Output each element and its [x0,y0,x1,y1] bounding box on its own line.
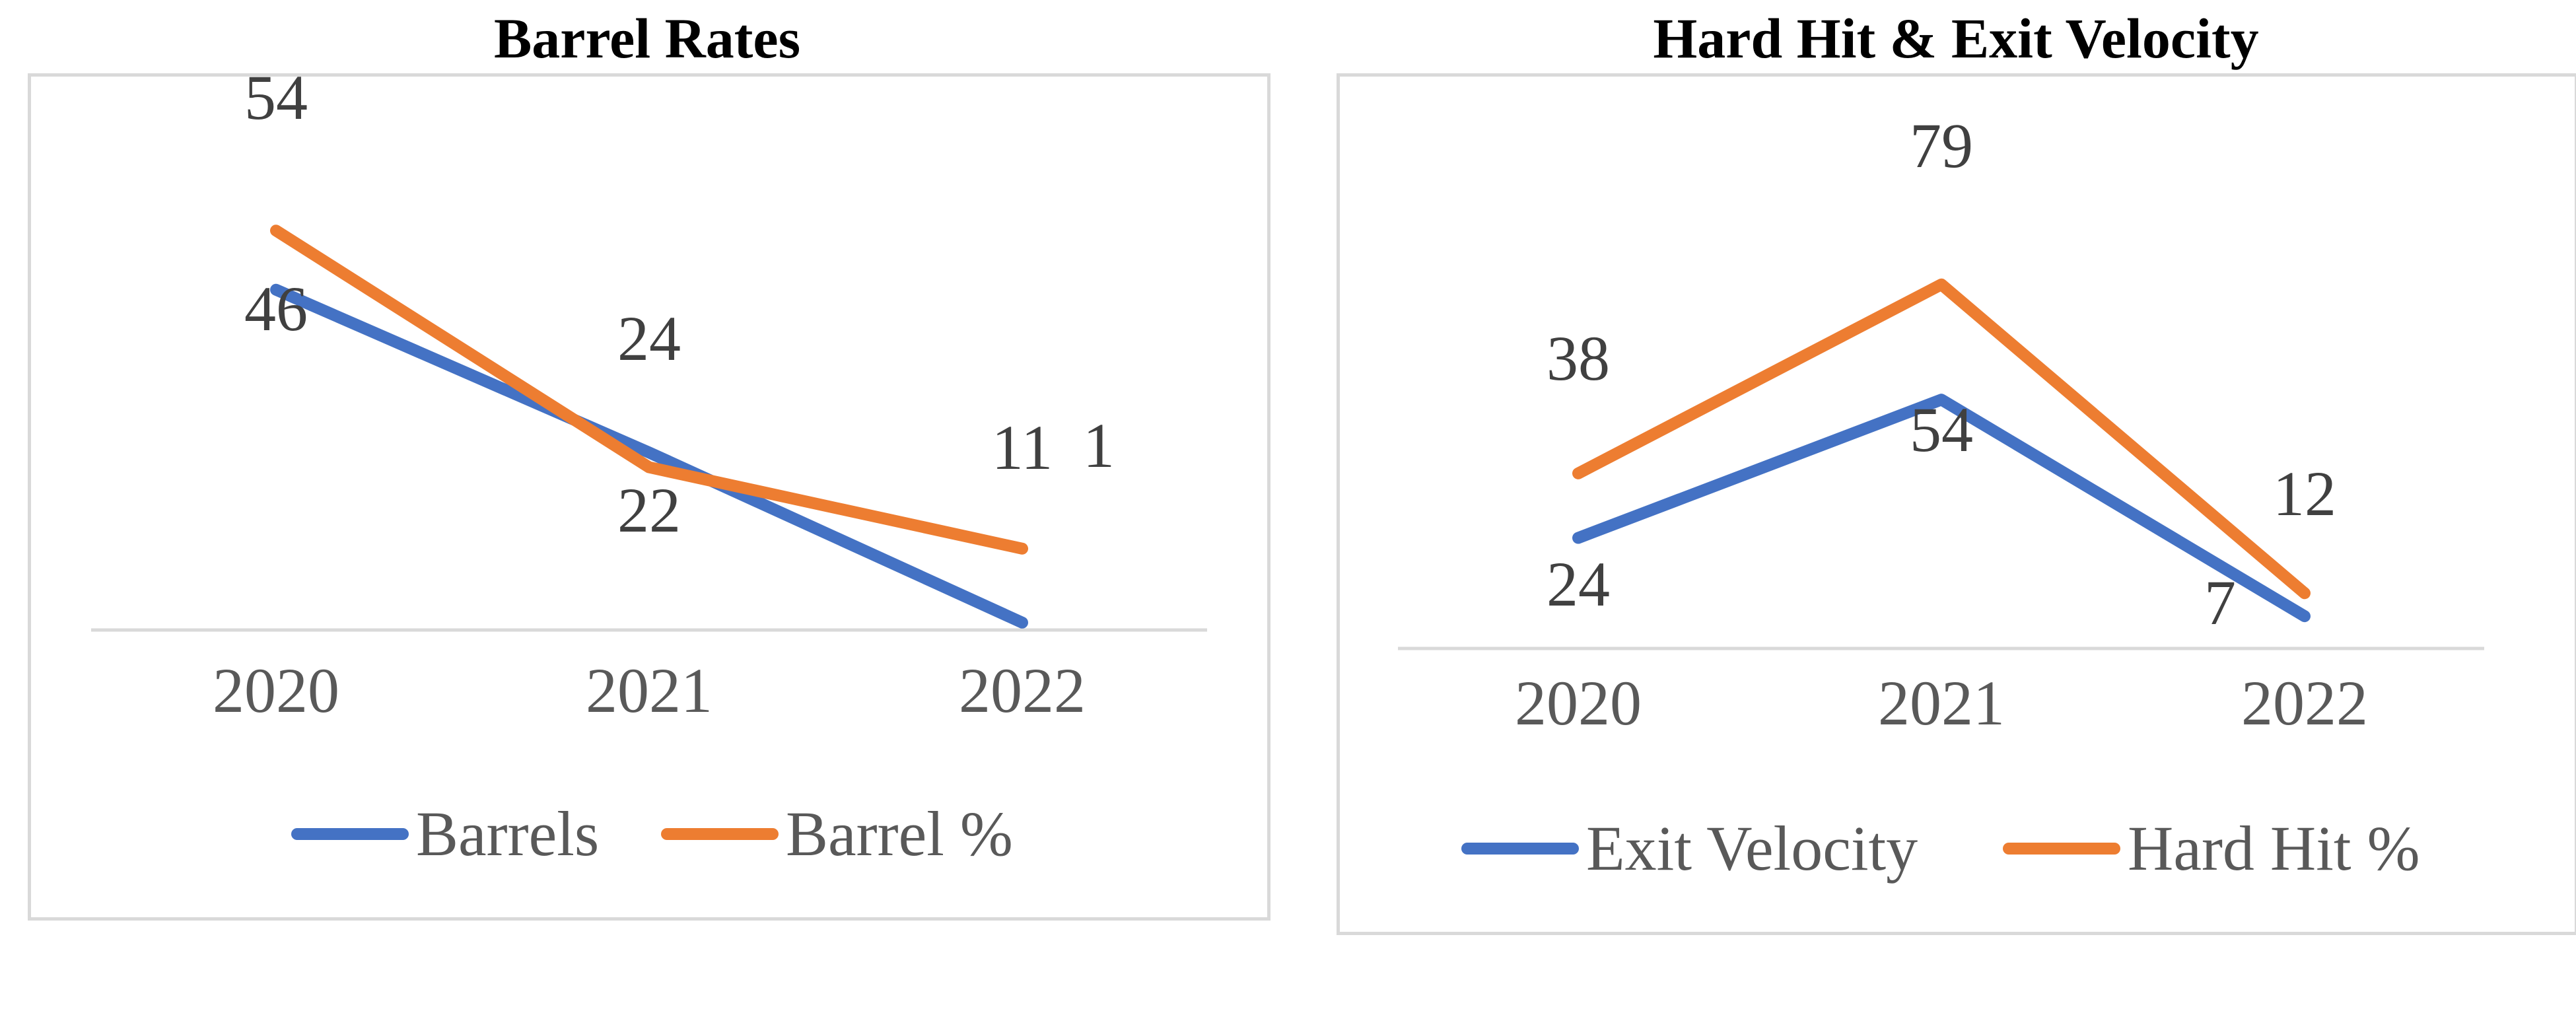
data-label: 24 [1547,549,1610,619]
data-label: 1 [1083,410,1115,481]
legend-label: Hard Hit % [2128,813,2420,884]
data-label: 54 [244,62,308,133]
legend-label: Barrel % [786,798,1013,869]
data-label: 11 [992,412,1053,483]
chart-title-hard-hit: Hard Hit & Exit Velocity [1653,7,2259,70]
x-tick-label: 2021 [1878,668,2005,738]
data-label: 79 [1910,110,1973,181]
x-tick-label: 2021 [586,655,713,726]
data-label: 46 [244,273,308,344]
chart-title-barrel-rates: Barrel Rates [493,7,801,70]
series-line-barrel [270,225,1028,555]
chart-frame-barrel-rates [28,73,1271,921]
chart-frame-hard-hit [1337,73,2576,935]
data-label: 54 [1910,394,1973,465]
x-tick-label: 2022 [2241,668,2368,738]
x-tick-label: 2020 [1515,668,1642,738]
data-label: 38 [1547,323,1610,394]
data-label: 7 [2204,567,2236,638]
series-line-barrels [270,283,1028,629]
data-label: 12 [2273,458,2336,529]
series-line-hard-hit [1572,278,2311,600]
data-label: 24 [617,303,681,374]
series-line-exit-velocity [1572,394,2311,623]
legend-label: Exit Velocity [1586,813,1918,884]
data-label: 22 [617,475,681,545]
legend-label: Barrels [416,798,599,869]
chart-barrel-rates: 2020 2021 2022 46 24 1 Barrels 54 22 11 Barrel % [91,62,1207,869]
x-tick-label: 2020 [213,655,339,726]
x-tick-label: 2022 [959,655,1086,726]
